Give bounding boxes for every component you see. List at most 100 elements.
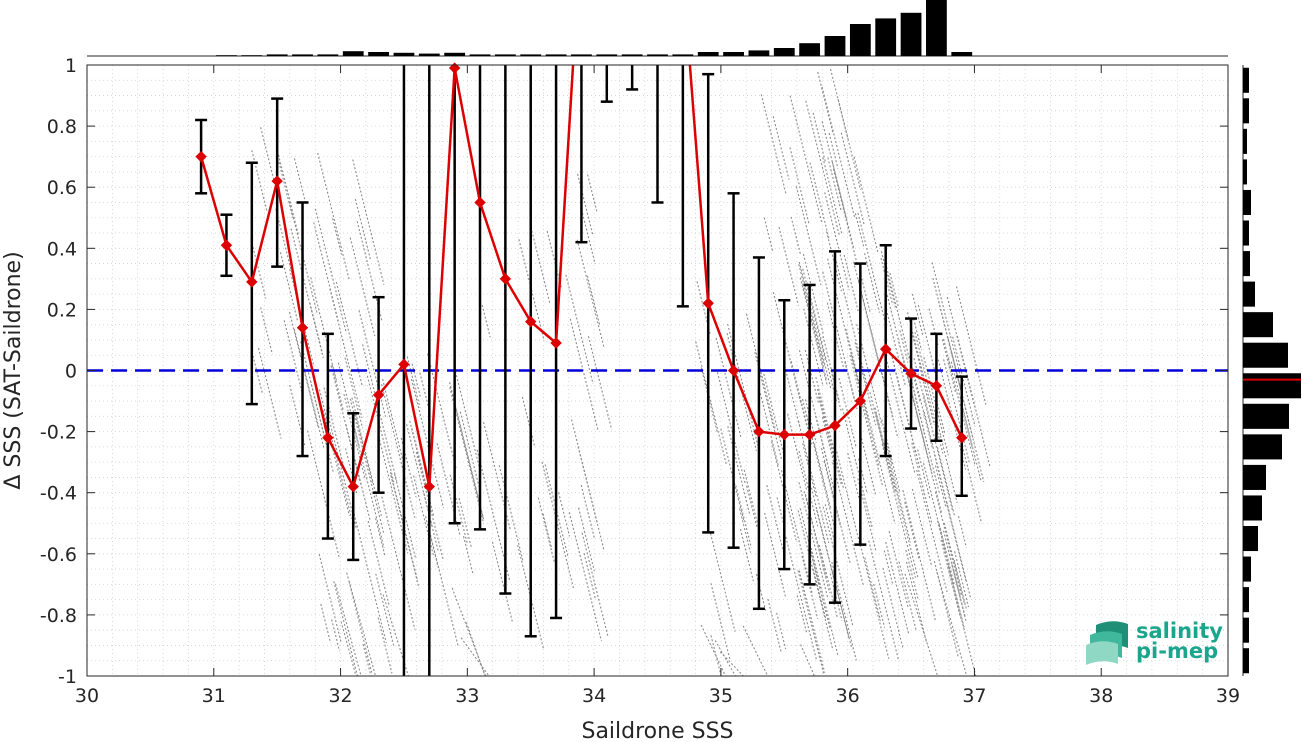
- scatter-streak: [275, 208, 299, 297]
- mean-point: [525, 315, 537, 328]
- scatter-streak: [889, 349, 921, 470]
- top-histogram-bar: [672, 54, 694, 56]
- y-tick-label: -0.8: [40, 605, 77, 627]
- scatter-streak: [453, 367, 481, 471]
- scatter-streak: [349, 237, 376, 337]
- scatter-streak: [346, 572, 377, 677]
- x-tick-label: 35: [709, 685, 733, 707]
- y-tick-label: -0.2: [40, 422, 77, 444]
- scatter-streak: [826, 302, 845, 370]
- top-histogram-bar: [799, 43, 821, 56]
- scatter-streak: [337, 362, 361, 448]
- scatter-streak: [581, 212, 596, 265]
- scatter-streak: [813, 443, 832, 509]
- y-tick-label: -1: [58, 666, 77, 688]
- x-tick-label: 30: [75, 685, 99, 707]
- scatter-streak: [885, 541, 910, 636]
- scatter-streak: [888, 531, 909, 607]
- x-tick-label: 38: [1089, 685, 1113, 707]
- scatter-streak: [952, 336, 976, 427]
- binned-mean-series: [195, 62, 968, 493]
- mean-point: [347, 480, 359, 493]
- right-histogram-bar: [1243, 342, 1288, 368]
- scatter-streak: [358, 310, 387, 417]
- scatter-streak: [465, 622, 486, 677]
- scatter-streak: [320, 603, 332, 644]
- scatter-streak: [885, 309, 906, 387]
- scatter-streak: [937, 359, 967, 470]
- scatter-streak: [936, 403, 946, 435]
- x-tick-label: 39: [1216, 685, 1240, 707]
- scatter-streak: [809, 162, 830, 240]
- scatter-streak: [950, 361, 982, 481]
- top-histogram-bar: [596, 54, 618, 56]
- scatter-streak: [375, 518, 386, 556]
- y-tick-label: 0.8: [47, 116, 77, 138]
- scatter-streak: [844, 361, 856, 402]
- top-histogram-bar: [951, 52, 973, 56]
- y-tick-label: -0.6: [40, 544, 77, 566]
- scatter-streak: [911, 442, 933, 524]
- scatter-streak: [827, 258, 860, 385]
- scatter-streak: [700, 624, 727, 677]
- scatter-streak: [766, 485, 786, 558]
- scatter-streak: [348, 581, 373, 673]
- scatter-streak: [832, 168, 858, 266]
- y-tick-label: 1: [65, 55, 77, 77]
- top-histogram-bar: [875, 18, 897, 56]
- y-tick-label: -0.4: [40, 483, 77, 505]
- scatter-streak: [859, 270, 871, 313]
- scatter-streak: [735, 485, 752, 548]
- right-histogram-bar: [1243, 251, 1250, 277]
- scatter-streak: [787, 413, 808, 491]
- mean-point: [727, 364, 740, 377]
- scatter-streak: [802, 443, 817, 497]
- scatter-streak: [955, 286, 987, 405]
- mean-point: [854, 395, 867, 407]
- logo-line-2: pi-mep: [1136, 639, 1218, 663]
- x-tick-label: 33: [455, 685, 479, 707]
- scatter-streak: [913, 358, 932, 426]
- scatter-streak: [764, 512, 786, 597]
- mean-point: [753, 425, 765, 438]
- scatter-streak: [695, 341, 728, 466]
- scatter-streak: [252, 355, 264, 395]
- right-histogram-bar: [1243, 373, 1301, 399]
- top-histogram-bar: [494, 54, 516, 56]
- scatter-streak: [394, 473, 417, 559]
- scatter-streak: [790, 216, 802, 256]
- y-tick-label: 0.4: [47, 238, 77, 260]
- scatter-streak: [902, 356, 933, 475]
- scatter-streak: [943, 359, 970, 464]
- scatter-streak: [797, 570, 825, 676]
- scatter-streak: [904, 573, 939, 677]
- scatter-streak: [905, 549, 919, 600]
- scatter-streak: [382, 378, 406, 470]
- scatter-streak: [381, 496, 416, 630]
- scatter-streak: [449, 382, 485, 520]
- scatter-streak: [310, 380, 330, 456]
- scatter-streak: [586, 275, 601, 326]
- scatter-streak: [318, 554, 342, 643]
- scatter-streak: [377, 617, 393, 674]
- scatter-streak: [911, 488, 933, 567]
- top-histogram-bar: [266, 54, 288, 56]
- scatter-streak: [326, 409, 357, 529]
- top-histogram-bar: [241, 55, 263, 56]
- scatter-streak: [899, 330, 909, 363]
- scatter-streak: [293, 329, 325, 450]
- scatter-streak: [859, 434, 876, 495]
- scatter-streak: [931, 262, 964, 387]
- top-histogram-bar: [216, 55, 237, 56]
- scatter-streak: [798, 261, 832, 390]
- salinity-pi-mep-logo: salinity pi-mep: [1086, 619, 1223, 665]
- x-tick-label: 36: [836, 685, 860, 707]
- scatter-streak: [822, 335, 840, 401]
- scatter-streak: [803, 308, 824, 385]
- top-histogram-bar: [368, 52, 389, 56]
- top-histogram-bar: [849, 24, 871, 56]
- top-histogram-bar: [926, 0, 947, 56]
- scatter-streak: [919, 366, 935, 426]
- scatter-streak: [763, 217, 774, 252]
